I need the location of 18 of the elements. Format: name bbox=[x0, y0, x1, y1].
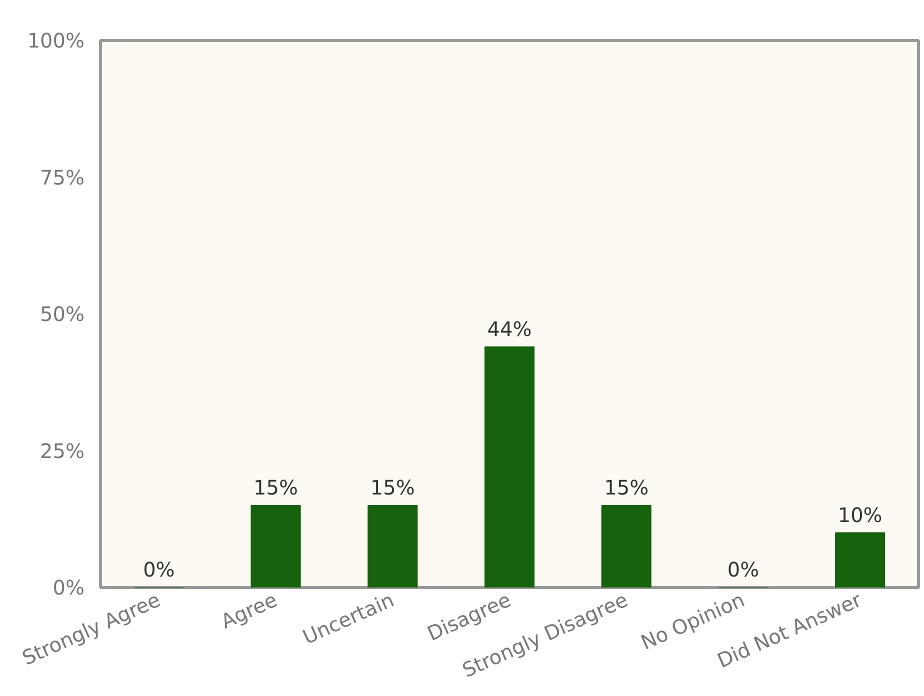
bar bbox=[368, 504, 418, 588]
data-label: 10% bbox=[838, 502, 882, 527]
data-label: 0% bbox=[727, 558, 760, 582]
y-tick-label: 25% bbox=[40, 438, 84, 463]
data-label: 44% bbox=[487, 316, 532, 341]
bar bbox=[835, 532, 886, 588]
y-tick-label: 75% bbox=[40, 165, 84, 190]
data-label: 15% bbox=[370, 475, 415, 500]
bar bbox=[484, 346, 535, 588]
bar bbox=[601, 504, 652, 588]
y-tick-label: 100% bbox=[27, 28, 85, 52]
y-tick-label: 50% bbox=[40, 302, 84, 326]
data-label: 0% bbox=[143, 558, 175, 582]
data-label: 15% bbox=[604, 475, 649, 500]
bar bbox=[250, 504, 301, 588]
y-tick-label: 0% bbox=[52, 576, 85, 600]
x-tick-label: Agree bbox=[217, 588, 281, 634]
data-label: 15% bbox=[254, 475, 298, 500]
